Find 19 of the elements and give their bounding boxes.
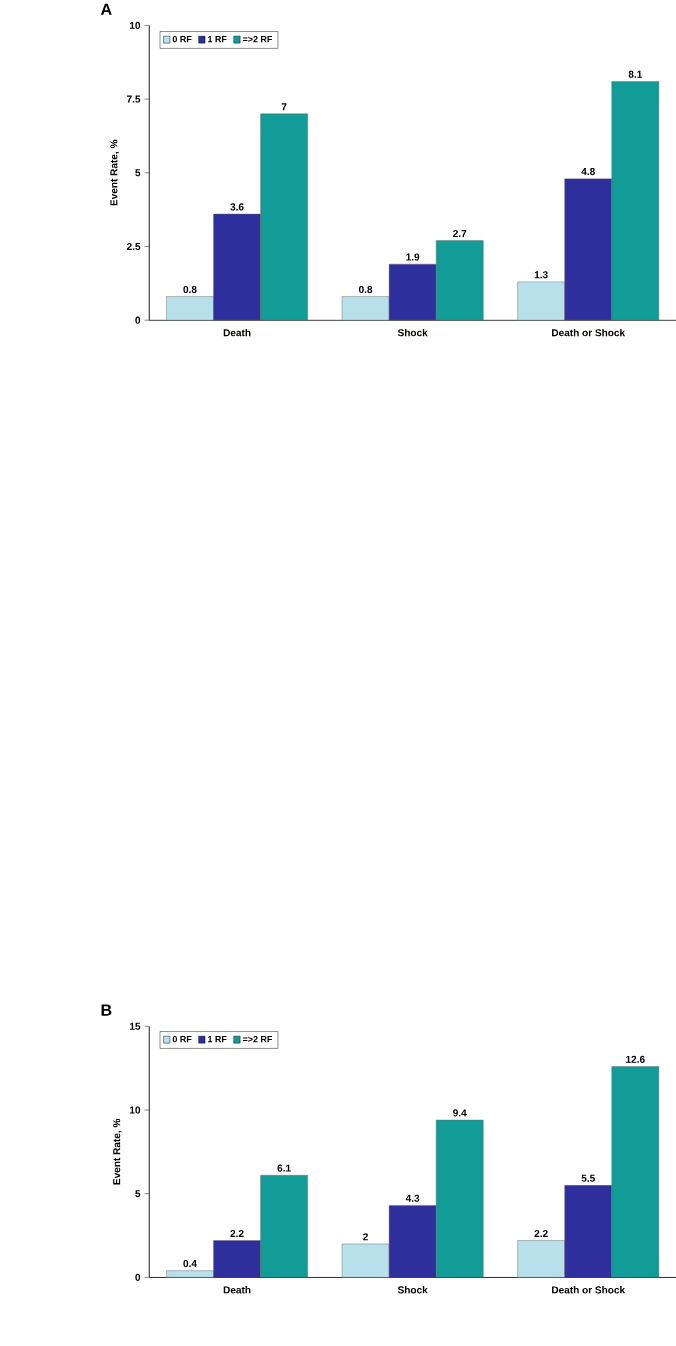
bar: [260, 113, 308, 321]
chart-title: B: [101, 1004, 112, 1016]
bar: [517, 1240, 565, 1278]
bar: [564, 1185, 612, 1278]
bar: [435, 1119, 484, 1278]
bar: [611, 1066, 659, 1278]
bar: [341, 1243, 390, 1278]
bar: [213, 213, 261, 321]
bar: [611, 81, 659, 321]
bar: [213, 1240, 261, 1278]
bar: [388, 1205, 437, 1278]
bar: [166, 296, 214, 321]
bar: [564, 178, 612, 321]
chart-title: A: [100, 3, 112, 15]
bar: [388, 263, 437, 321]
bar: [435, 240, 484, 321]
bar: [341, 296, 389, 321]
bar: [517, 281, 565, 321]
bar: [260, 1175, 308, 1278]
